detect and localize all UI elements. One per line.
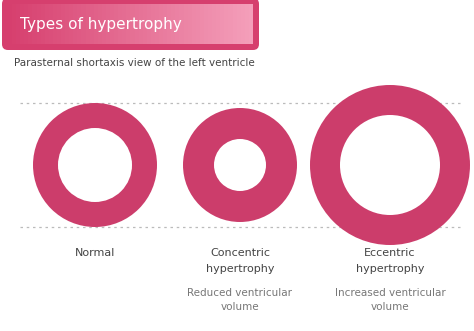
- Text: Eccentric: Eccentric: [364, 248, 416, 258]
- Bar: [36, 4, 41, 44]
- Bar: [106, 4, 110, 44]
- Bar: [212, 4, 217, 44]
- Text: Normal: Normal: [75, 248, 115, 258]
- Bar: [61, 4, 66, 44]
- Text: volume: volume: [221, 302, 259, 312]
- Bar: [12, 4, 17, 44]
- Bar: [65, 4, 70, 44]
- Bar: [110, 4, 115, 44]
- Bar: [77, 4, 82, 44]
- Bar: [155, 4, 160, 44]
- Circle shape: [33, 103, 157, 227]
- Bar: [33, 4, 37, 44]
- Bar: [86, 4, 90, 44]
- Bar: [200, 4, 204, 44]
- Bar: [183, 4, 188, 44]
- Bar: [233, 4, 237, 44]
- Bar: [175, 4, 180, 44]
- Bar: [147, 4, 151, 44]
- Bar: [171, 4, 176, 44]
- Bar: [127, 4, 131, 44]
- Bar: [73, 4, 78, 44]
- Circle shape: [58, 128, 132, 202]
- Circle shape: [310, 85, 470, 245]
- Text: hypertrophy: hypertrophy: [206, 264, 274, 274]
- Bar: [41, 4, 45, 44]
- Bar: [16, 4, 21, 44]
- Bar: [135, 4, 139, 44]
- Circle shape: [214, 139, 266, 191]
- Bar: [102, 4, 107, 44]
- Bar: [139, 4, 143, 44]
- Bar: [180, 4, 184, 44]
- Text: Parasternal shortaxis view of the left ventricle: Parasternal shortaxis view of the left v…: [14, 58, 255, 68]
- Text: Reduced ventricular: Reduced ventricular: [188, 288, 292, 298]
- Text: Concentric: Concentric: [210, 248, 270, 258]
- Bar: [188, 4, 192, 44]
- Bar: [118, 4, 123, 44]
- Bar: [98, 4, 102, 44]
- Bar: [69, 4, 74, 44]
- Text: Types of hypertrophy: Types of hypertrophy: [20, 17, 182, 31]
- Text: hypertrophy: hypertrophy: [356, 264, 424, 274]
- Bar: [8, 4, 13, 44]
- Circle shape: [183, 108, 297, 222]
- Bar: [220, 4, 225, 44]
- Bar: [130, 4, 135, 44]
- Bar: [208, 4, 213, 44]
- Bar: [28, 4, 33, 44]
- Bar: [204, 4, 209, 44]
- Bar: [151, 4, 155, 44]
- Bar: [53, 4, 57, 44]
- Bar: [57, 4, 62, 44]
- Circle shape: [340, 115, 440, 215]
- Bar: [192, 4, 196, 44]
- Bar: [122, 4, 127, 44]
- Bar: [249, 4, 254, 44]
- Bar: [159, 4, 164, 44]
- Bar: [45, 4, 49, 44]
- Bar: [90, 4, 94, 44]
- Bar: [114, 4, 119, 44]
- Bar: [20, 4, 25, 44]
- Bar: [163, 4, 168, 44]
- Text: Increased ventricular: Increased ventricular: [335, 288, 446, 298]
- Bar: [143, 4, 147, 44]
- Bar: [245, 4, 249, 44]
- Bar: [94, 4, 98, 44]
- Bar: [49, 4, 54, 44]
- FancyBboxPatch shape: [2, 0, 259, 50]
- Bar: [82, 4, 86, 44]
- Text: volume: volume: [371, 302, 410, 312]
- Bar: [216, 4, 221, 44]
- Bar: [237, 4, 241, 44]
- Bar: [24, 4, 29, 44]
- Bar: [224, 4, 229, 44]
- Bar: [241, 4, 246, 44]
- Bar: [228, 4, 233, 44]
- Bar: [196, 4, 201, 44]
- Bar: [167, 4, 172, 44]
